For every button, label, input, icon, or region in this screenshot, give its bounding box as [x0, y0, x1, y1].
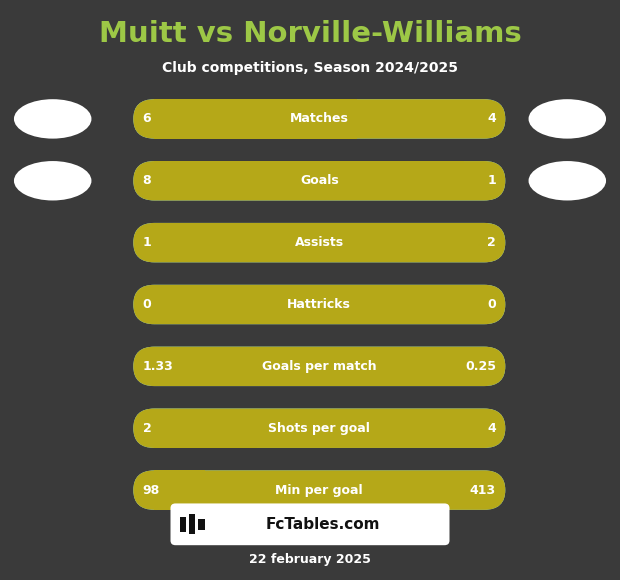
FancyBboxPatch shape: [133, 285, 505, 324]
FancyBboxPatch shape: [170, 503, 450, 545]
Text: Min per goal: Min per goal: [275, 484, 363, 496]
Text: 22 february 2025: 22 february 2025: [249, 553, 371, 566]
Text: Matches: Matches: [290, 113, 348, 125]
Ellipse shape: [14, 161, 92, 201]
Ellipse shape: [529, 161, 606, 201]
Bar: [154, 470, 205, 510]
Text: 1: 1: [143, 236, 151, 249]
FancyBboxPatch shape: [133, 161, 505, 201]
Text: 8: 8: [143, 174, 151, 187]
Text: 1: 1: [487, 174, 496, 187]
Text: Assists: Assists: [294, 236, 344, 249]
Text: Club competitions, Season 2024/2025: Club competitions, Season 2024/2025: [162, 61, 458, 75]
FancyBboxPatch shape: [133, 99, 505, 139]
Bar: [198, 519, 205, 530]
FancyBboxPatch shape: [133, 470, 505, 510]
Ellipse shape: [529, 99, 606, 139]
Ellipse shape: [14, 99, 92, 139]
Bar: [154, 347, 446, 386]
Bar: [180, 517, 186, 531]
FancyBboxPatch shape: [133, 223, 505, 262]
Text: 413: 413: [470, 484, 496, 496]
Bar: [154, 223, 257, 262]
FancyBboxPatch shape: [133, 223, 505, 262]
Text: 1.33: 1.33: [143, 360, 174, 373]
FancyBboxPatch shape: [133, 347, 505, 386]
Text: 0: 0: [143, 298, 151, 311]
Text: 6: 6: [143, 113, 151, 125]
FancyBboxPatch shape: [133, 285, 505, 324]
Text: Hattricks: Hattricks: [287, 298, 352, 311]
FancyBboxPatch shape: [133, 99, 505, 139]
Text: 4: 4: [487, 113, 496, 125]
Text: 4: 4: [487, 422, 496, 435]
Text: 0: 0: [487, 298, 496, 311]
FancyBboxPatch shape: [133, 408, 505, 448]
Text: 2: 2: [487, 236, 496, 249]
Text: Goals per match: Goals per match: [262, 360, 376, 373]
Bar: [154, 161, 464, 201]
Bar: [189, 514, 195, 535]
Text: FcTables.com: FcTables.com: [265, 517, 379, 532]
Bar: [154, 99, 356, 139]
FancyBboxPatch shape: [133, 347, 505, 386]
Text: Muitt vs Norville-Williams: Muitt vs Norville-Williams: [99, 20, 521, 48]
FancyBboxPatch shape: [133, 470, 505, 510]
Bar: [154, 285, 319, 324]
Text: 0.25: 0.25: [465, 360, 496, 373]
Bar: [154, 408, 257, 448]
Text: Goals: Goals: [300, 174, 339, 187]
Text: 98: 98: [143, 484, 160, 496]
Text: 2: 2: [143, 422, 151, 435]
Text: Shots per goal: Shots per goal: [268, 422, 370, 435]
FancyBboxPatch shape: [133, 161, 505, 201]
FancyBboxPatch shape: [133, 408, 505, 448]
